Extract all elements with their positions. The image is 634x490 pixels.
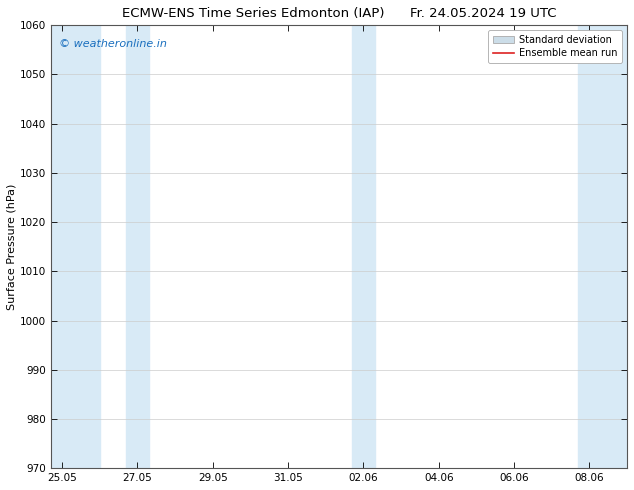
Legend: Standard deviation, Ensemble mean run: Standard deviation, Ensemble mean run bbox=[488, 30, 622, 63]
Text: © weatheronline.in: © weatheronline.in bbox=[60, 39, 167, 49]
Title: ECMW-ENS Time Series Edmonton (IAP)      Fr. 24.05.2024 19 UTC: ECMW-ENS Time Series Edmonton (IAP) Fr. … bbox=[122, 7, 556, 20]
Bar bbox=[51, 25, 100, 468]
Bar bbox=[578, 25, 627, 468]
Y-axis label: Surface Pressure (hPa): Surface Pressure (hPa) bbox=[7, 184, 17, 310]
Bar bbox=[126, 25, 149, 468]
Bar bbox=[352, 25, 375, 468]
